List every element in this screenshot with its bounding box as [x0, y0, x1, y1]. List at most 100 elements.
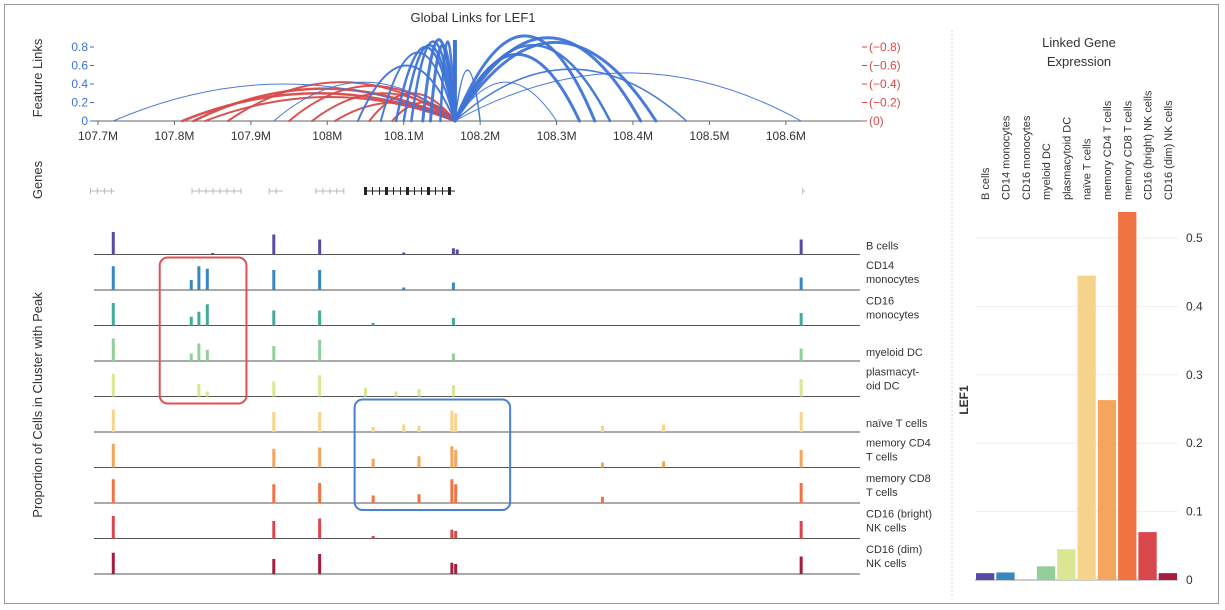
- coverage-peak: [451, 353, 455, 361]
- arc-plot-title: Global Links for LEF1: [410, 10, 535, 25]
- expression-category-label: plasmacytoid DC: [1061, 117, 1073, 200]
- coverage-tracks: Proportion of Cells in Cluster with Peak…: [30, 232, 932, 575]
- figure-frame: [4, 4, 1219, 604]
- coverage-peak: [111, 338, 115, 361]
- track-label: plasmacyt-: [866, 367, 920, 379]
- coverage-peak: [111, 552, 115, 574]
- track-label: myeloid DC: [866, 347, 923, 359]
- expression-bar: [1097, 400, 1117, 580]
- coverage-peak: [799, 379, 803, 397]
- coverage-peak: [417, 389, 421, 397]
- x-tick-label: 108.1M: [384, 129, 424, 143]
- coverage-peak: [451, 248, 455, 255]
- positive-link-arc: [410, 40, 457, 123]
- track-label: oid DC: [866, 381, 900, 393]
- arc-plot-ylabel: Feature Links: [30, 38, 45, 117]
- positive-link-arc: [454, 72, 802, 122]
- coverage-peak: [318, 483, 322, 503]
- coverage-peak: [197, 384, 201, 397]
- expression-y-tick: 0.2: [1186, 436, 1203, 450]
- coverage-peak: [205, 268, 209, 290]
- expression-category-label: CD14 monocytes: [1000, 115, 1012, 200]
- track-label: T cells: [866, 452, 898, 464]
- coverage-peak: [272, 310, 276, 326]
- x-tick-label: 108.5M: [689, 129, 729, 143]
- coverage-peak: [205, 349, 209, 361]
- coverage-peak: [799, 277, 803, 290]
- left-tick-label: 0.6: [71, 59, 88, 73]
- right-tick-label: (−0.8): [869, 40, 901, 54]
- coverage-peak: [371, 323, 375, 326]
- expression-bar: [1036, 566, 1056, 580]
- coverage-peak: [111, 303, 115, 326]
- x-tick-label: 107.7M: [78, 129, 118, 143]
- left-tick-label: 0.4: [71, 77, 88, 91]
- positive-link-arc: [454, 69, 481, 122]
- coverage-peak: [205, 304, 209, 326]
- expression-bar: [976, 573, 995, 580]
- expression-category-label: myeloid DC: [1041, 143, 1053, 200]
- coverage-peak: [799, 313, 803, 326]
- track-label: memory CD4: [866, 438, 931, 450]
- coverage-peak: [454, 484, 458, 503]
- expression-y-tick: 0.1: [1186, 505, 1203, 519]
- positive-link-arc: [112, 83, 456, 122]
- left-tick-label: 0: [81, 114, 88, 128]
- coverage-peak: [272, 346, 276, 361]
- coverage-peak: [402, 252, 406, 255]
- expression-y-tick: 0.3: [1186, 368, 1203, 382]
- x-tick-label: 108.6M: [766, 129, 806, 143]
- coverage-peak: [450, 410, 454, 432]
- coverage-peak: [272, 484, 276, 503]
- coverage-peak: [450, 529, 454, 539]
- coverage-peak: [799, 239, 803, 255]
- coverage-peak: [318, 339, 322, 361]
- coverage-peak: [272, 270, 276, 290]
- track-label: NK cells: [866, 523, 907, 535]
- track-label: T cells: [866, 487, 898, 499]
- expression-bar: [1158, 573, 1177, 580]
- expression-y-tick: 0: [1186, 573, 1193, 587]
- coverage-peak: [318, 375, 322, 397]
- expression-category-label: memory CD8 T cells: [1122, 100, 1134, 200]
- coverage-peak: [417, 456, 421, 468]
- coverage-ylabel: Proportion of Cells in Cluster with Peak: [30, 292, 45, 518]
- coverage-peak: [799, 483, 803, 503]
- coverage-peak: [451, 385, 455, 397]
- x-tick-label: 108.2M: [460, 129, 500, 143]
- coverage-peak: [451, 318, 455, 326]
- positive-link-arc: [453, 36, 643, 123]
- track-label: B cells: [866, 241, 899, 253]
- coverage-peak: [371, 458, 375, 468]
- expression-title-line1: Linked Gene: [1042, 35, 1116, 50]
- coverage-peak: [371, 495, 375, 503]
- coverage-peak: [197, 311, 201, 326]
- coverage-peak: [272, 412, 276, 432]
- expression-bar: [1138, 532, 1157, 580]
- blue-box: [353, 398, 512, 511]
- expression-bar: [1077, 275, 1096, 580]
- negative-link-arc: [311, 92, 456, 122]
- track-label: monocytes: [866, 310, 920, 322]
- coverage-peak: [272, 448, 276, 468]
- positive-link-arc: [428, 43, 457, 123]
- coverage-peak: [450, 479, 454, 503]
- expression-bar: [1057, 549, 1076, 580]
- coverage-peak: [111, 443, 115, 468]
- right-tick-label: (−0.4): [869, 77, 901, 91]
- positive-link-arc: [356, 64, 456, 122]
- coverage-peak: [318, 412, 322, 432]
- expression-y-tick: 0.4: [1186, 299, 1203, 313]
- coverage-peak: [318, 554, 322, 574]
- coverage-peak: [799, 412, 803, 432]
- coverage-peak: [318, 310, 322, 326]
- coverage-peak: [364, 387, 368, 397]
- arc-plot: Global Links for LEF1 Feature Links 0 0.2…: [30, 10, 901, 143]
- right-tick-label: (−0.6): [869, 59, 901, 73]
- expression-category-label: CD16 monocytes: [1021, 115, 1033, 200]
- track-label: NK cells: [866, 558, 907, 570]
- coverage-peak: [451, 282, 455, 290]
- right-tick-label: (−0.2): [869, 96, 901, 110]
- coverage-peak: [454, 564, 458, 574]
